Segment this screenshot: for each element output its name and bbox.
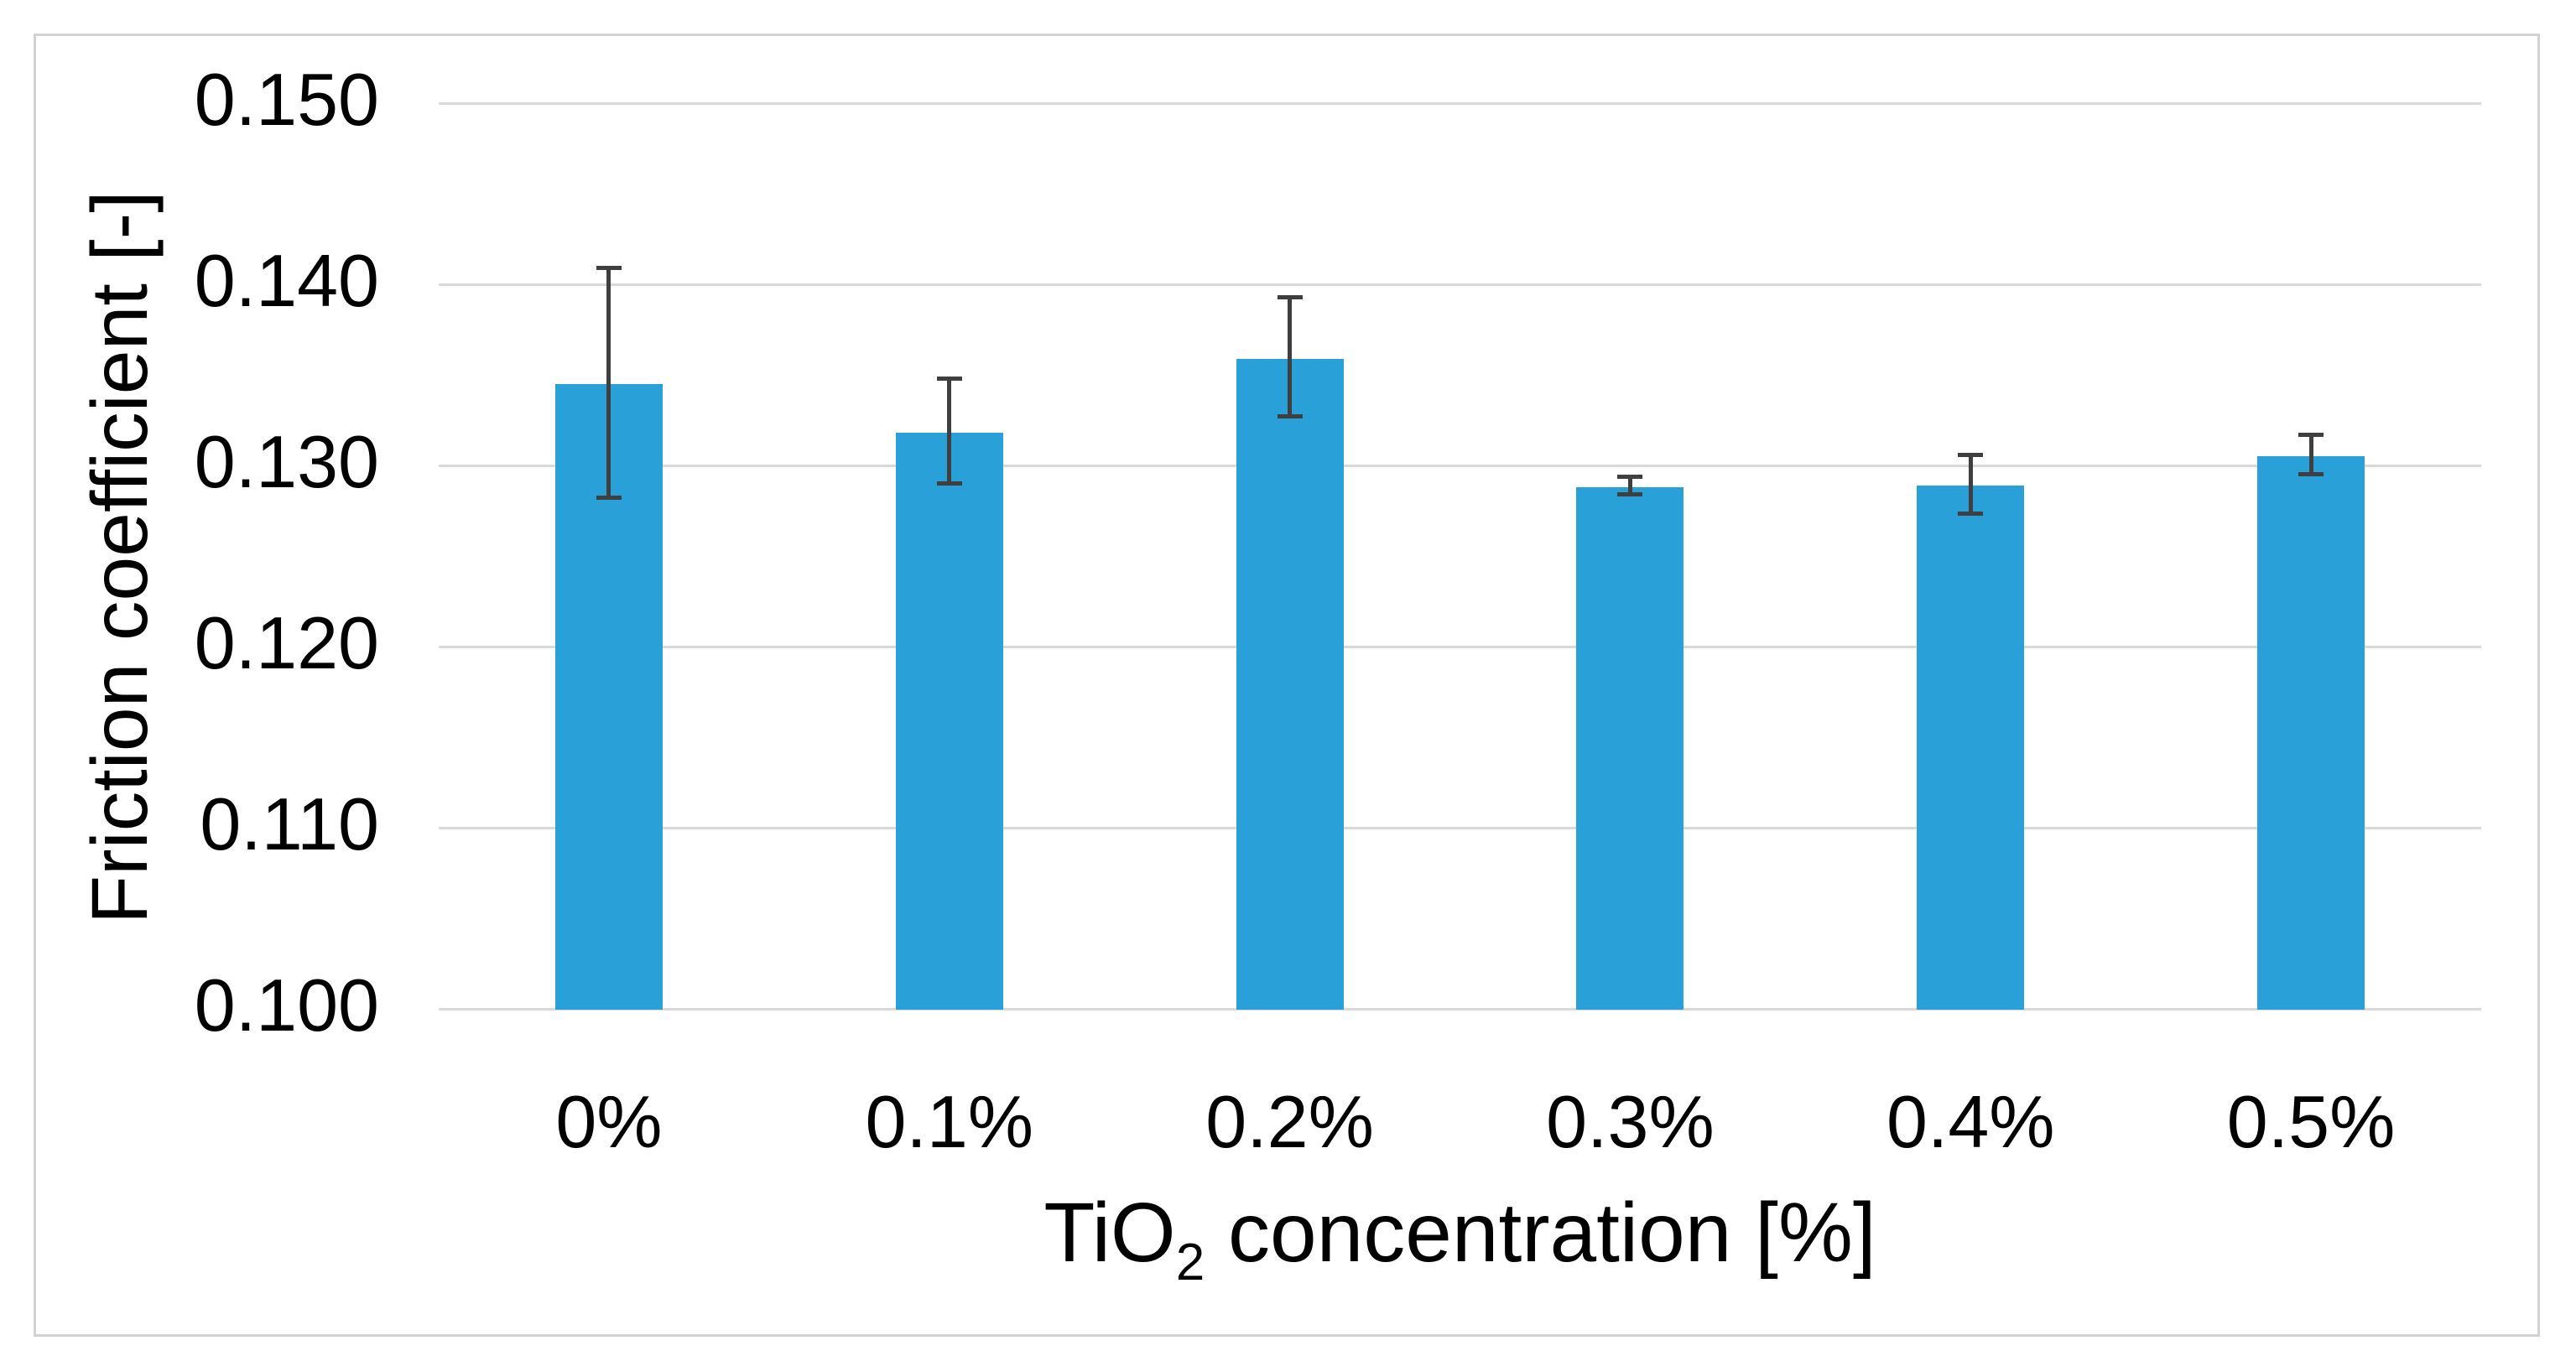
error-bar-0% <box>606 266 611 501</box>
x-axis-title-subscript: 2 <box>1175 1234 1205 1291</box>
bar-0.4% <box>1917 485 2025 1010</box>
gridline-0.100 <box>439 1007 2481 1011</box>
error-bar-cap-top-0.3% <box>1617 474 1643 479</box>
x-category-label-0.4%: 0.4% <box>1886 1080 2055 1163</box>
x-axis-title-base: TiO <box>1043 1186 1176 1280</box>
y-tick-label-0.100: 0.100 <box>194 964 379 1047</box>
bar-0.2% <box>1236 358 1344 1010</box>
x-axis-title-rest: concentration [%] <box>1205 1186 1876 1280</box>
bar-0.1% <box>895 433 1003 1010</box>
x-category-label-0.1%: 0.1% <box>865 1080 1034 1163</box>
error-bar-cap-top-0% <box>596 266 622 271</box>
gridline-0.110 <box>439 826 2481 829</box>
y-tick-label-0.150: 0.150 <box>194 58 379 141</box>
x-category-label-0.5%: 0.5% <box>2226 1080 2396 1163</box>
x-axis-title: TiO2 concentration [%] <box>439 1186 2481 1289</box>
bar-0.5% <box>2257 456 2365 1010</box>
y-tick-label-0.110: 0.110 <box>200 782 379 865</box>
x-category-label-0.3%: 0.3% <box>1546 1080 1715 1163</box>
error-bar-cap-top-0.5% <box>2298 433 2324 438</box>
gridline-0.130 <box>439 464 2481 467</box>
gridline-0.140 <box>439 283 2481 286</box>
y-tick-label-0.120: 0.120 <box>194 601 379 684</box>
error-bar-0.1% <box>947 377 952 486</box>
x-category-label-0.2%: 0.2% <box>1205 1080 1374 1163</box>
error-bar-0.2% <box>1288 294 1293 418</box>
x-category-label-0%: 0% <box>555 1080 663 1163</box>
error-bar-cap-bottom-0.5% <box>2298 471 2324 476</box>
error-bar-0.5% <box>2308 433 2313 476</box>
gridline-0.120 <box>439 645 2481 648</box>
bar-0.3% <box>1576 486 1684 1010</box>
error-bar-cap-top-0.1% <box>936 377 962 382</box>
gridline-0.150 <box>439 101 2481 105</box>
error-bar-cap-bottom-0.3% <box>1617 491 1643 496</box>
y-axis-title: Friction coefficient [-] <box>75 190 164 925</box>
error-bar-0.3% <box>1627 474 1632 496</box>
error-bar-cap-bottom-0% <box>596 496 622 501</box>
error-bar-cap-bottom-0.1% <box>936 481 962 486</box>
error-bar-cap-top-0.4% <box>1958 452 1984 457</box>
y-tick-label-0.130: 0.130 <box>194 420 379 503</box>
error-bar-0.4% <box>1968 452 1973 517</box>
error-bar-cap-bottom-0.2% <box>1277 413 1303 418</box>
error-bar-cap-bottom-0.4% <box>1958 512 1984 517</box>
y-tick-label-0.140: 0.140 <box>194 239 379 322</box>
error-bar-cap-top-0.2% <box>1277 294 1303 299</box>
